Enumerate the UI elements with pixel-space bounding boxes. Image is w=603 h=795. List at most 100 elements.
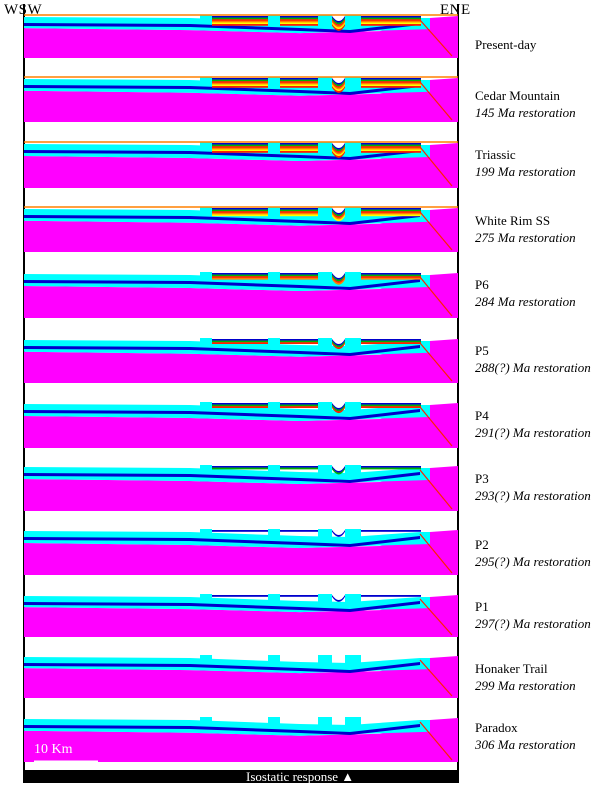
bounding-fault <box>419 721 453 761</box>
salt-wall <box>318 15 332 31</box>
minibasin-layer <box>332 212 345 220</box>
basement-layer <box>24 143 458 188</box>
panel-age: 297(?) Ma restoration <box>475 616 591 631</box>
salt-wall <box>318 465 332 482</box>
minibasin-layer <box>280 530 318 532</box>
panel-name: Present-day <box>475 37 537 52</box>
panel-label-p6: P6 284 Ma restoration <box>475 276 600 310</box>
minibasin-layer <box>280 340 318 343</box>
minibasin-layer <box>332 84 345 92</box>
minibasin-layer <box>280 274 318 277</box>
bounding-fault <box>419 533 453 574</box>
minibasin-layer <box>332 22 345 30</box>
basement-layer <box>24 530 458 575</box>
panel-age: 291(?) Ma restoration <box>475 425 591 440</box>
minibasin-layer <box>332 144 345 152</box>
panel-age: 275 Ma restoration <box>475 230 576 245</box>
panel-age: 145 Ma restoration <box>475 105 576 120</box>
minibasin-layer <box>361 340 421 343</box>
salt-wall <box>345 142 361 159</box>
minibasin-layer <box>332 595 345 602</box>
minibasin-layer <box>212 211 268 213</box>
salt-wall <box>200 77 212 94</box>
minibasin-layer <box>332 342 345 350</box>
minibasin-layer <box>280 406 318 408</box>
minibasin-layer <box>280 403 318 405</box>
minibasin-layer <box>280 22 318 25</box>
minibasin-layer <box>212 17 268 20</box>
panel-name: P2 <box>475 537 489 552</box>
minibasin-layer <box>332 19 345 27</box>
minibasin-layer <box>332 17 345 25</box>
panel-name: White Rim SS <box>475 213 551 228</box>
minibasin-layer <box>212 22 268 25</box>
panel-name: Honaker Trail <box>475 661 548 676</box>
minibasin-layer <box>332 78 345 85</box>
orientation-ene: ENE <box>440 2 471 18</box>
basement-layer <box>24 656 458 698</box>
salt-wall <box>345 272 361 289</box>
minibasin-layer <box>212 274 268 277</box>
minibasin-layer <box>361 78 421 80</box>
minibasin-layer <box>280 144 318 147</box>
panel-label-p3: P3 293(?) Ma restoration <box>475 470 600 504</box>
basement-layer <box>24 208 458 252</box>
minibasin-layer <box>361 467 421 470</box>
minibasin-layer <box>280 17 318 20</box>
panel-age: 199 Ma restoration <box>475 164 576 179</box>
panel-age: 288(?) Ma restoration <box>475 360 591 375</box>
minibasin-layer <box>212 79 268 82</box>
minibasin-layer <box>280 81 318 83</box>
minibasin-layer <box>212 24 268 26</box>
pennsylvanian-layer <box>24 601 420 612</box>
salt-wall <box>200 142 212 159</box>
minibasin-layer <box>280 276 318 278</box>
pennsylvanian-layer <box>24 279 420 290</box>
minibasin-layer <box>361 22 421 25</box>
minibasin-layer <box>332 146 345 154</box>
panel-name: P6 <box>475 277 489 292</box>
minibasin-layer <box>280 467 318 470</box>
minibasin-layer <box>361 19 421 21</box>
minibasin-layer <box>361 595 421 597</box>
basement-layer <box>24 403 458 448</box>
panel-label-p1: P1 297(?) Ma restoration <box>475 598 600 632</box>
salt-wall <box>345 717 361 734</box>
salt-wall <box>318 594 332 610</box>
minibasin-layer <box>361 212 421 215</box>
basement-layer <box>24 16 458 58</box>
salt-wall <box>345 338 361 355</box>
minibasin-layer <box>332 149 345 157</box>
salt-wall <box>268 15 280 31</box>
salt-wall <box>345 529 361 546</box>
basement-layer <box>24 78 458 122</box>
salt-wall <box>200 338 212 355</box>
minibasin-layer <box>212 149 268 152</box>
minibasin-layer <box>212 406 268 408</box>
minibasin-layer <box>212 212 268 215</box>
minibasin-layer <box>332 16 345 23</box>
minibasin-layer <box>332 211 345 219</box>
pennsylvanian-layer <box>24 472 420 483</box>
minibasin-layer <box>332 406 345 414</box>
minibasin-layer <box>280 273 318 275</box>
minibasin-layer <box>212 147 268 150</box>
pennsylvanian-layer <box>24 84 420 95</box>
salt-wall <box>200 529 212 546</box>
bounding-fault <box>419 659 453 697</box>
minibasin-layer <box>361 17 421 20</box>
salt-wall <box>200 594 212 610</box>
minibasin-layer <box>280 78 318 80</box>
salt-wall <box>200 272 212 289</box>
bounding-fault <box>419 81 453 121</box>
minibasin-layer <box>212 530 268 532</box>
minibasin-layer <box>212 339 268 341</box>
minibasin-layer <box>361 79 421 82</box>
panel-name: P1 <box>475 599 489 614</box>
minibasin-layer <box>361 24 421 26</box>
salt-wall <box>318 529 332 546</box>
salt-wall <box>318 207 332 224</box>
minibasin-layer <box>361 530 421 532</box>
scale-bar-label: 10 Km <box>34 742 73 757</box>
